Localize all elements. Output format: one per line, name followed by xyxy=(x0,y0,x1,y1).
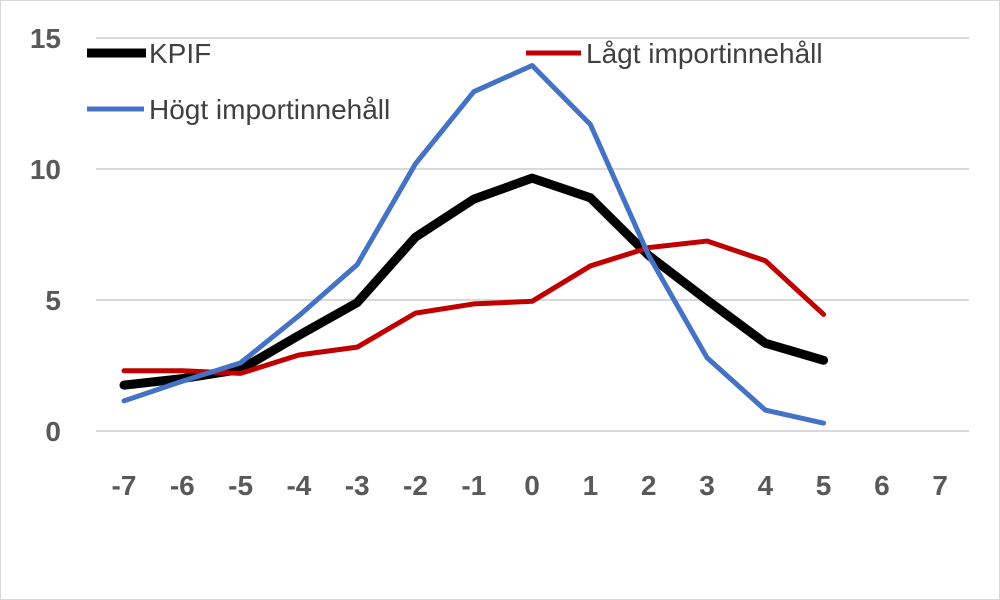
legend-label: Lågt importinnehåll xyxy=(586,38,823,69)
y-tick-label: 15 xyxy=(30,23,61,54)
x-tick-label: 4 xyxy=(758,470,774,501)
x-tick-label: 3 xyxy=(699,470,715,501)
x-tick-label: 6 xyxy=(874,470,890,501)
y-tick-label: 10 xyxy=(30,154,61,185)
x-tick-label: -2 xyxy=(403,470,428,501)
x-tick-label: 0 xyxy=(524,470,540,501)
x-tick-label: 5 xyxy=(816,470,832,501)
x-tick-label: -7 xyxy=(112,470,137,501)
x-tick-label: 1 xyxy=(583,470,599,501)
y-tick-label: 0 xyxy=(45,416,61,447)
y-tick-label: 5 xyxy=(45,285,61,316)
legend-label: Högt importinnehåll xyxy=(149,94,390,125)
series-line-0 xyxy=(119,173,829,390)
x-tick-label: -4 xyxy=(286,470,311,501)
x-tick-label: -1 xyxy=(461,470,486,501)
x-tick-label: -3 xyxy=(345,470,370,501)
x-tick-label: 2 xyxy=(641,470,657,501)
x-tick-label: 7 xyxy=(932,470,948,501)
x-tick-label: -6 xyxy=(170,470,195,501)
legend-label: KPIF xyxy=(149,38,211,69)
x-tick-label: -5 xyxy=(228,470,253,501)
